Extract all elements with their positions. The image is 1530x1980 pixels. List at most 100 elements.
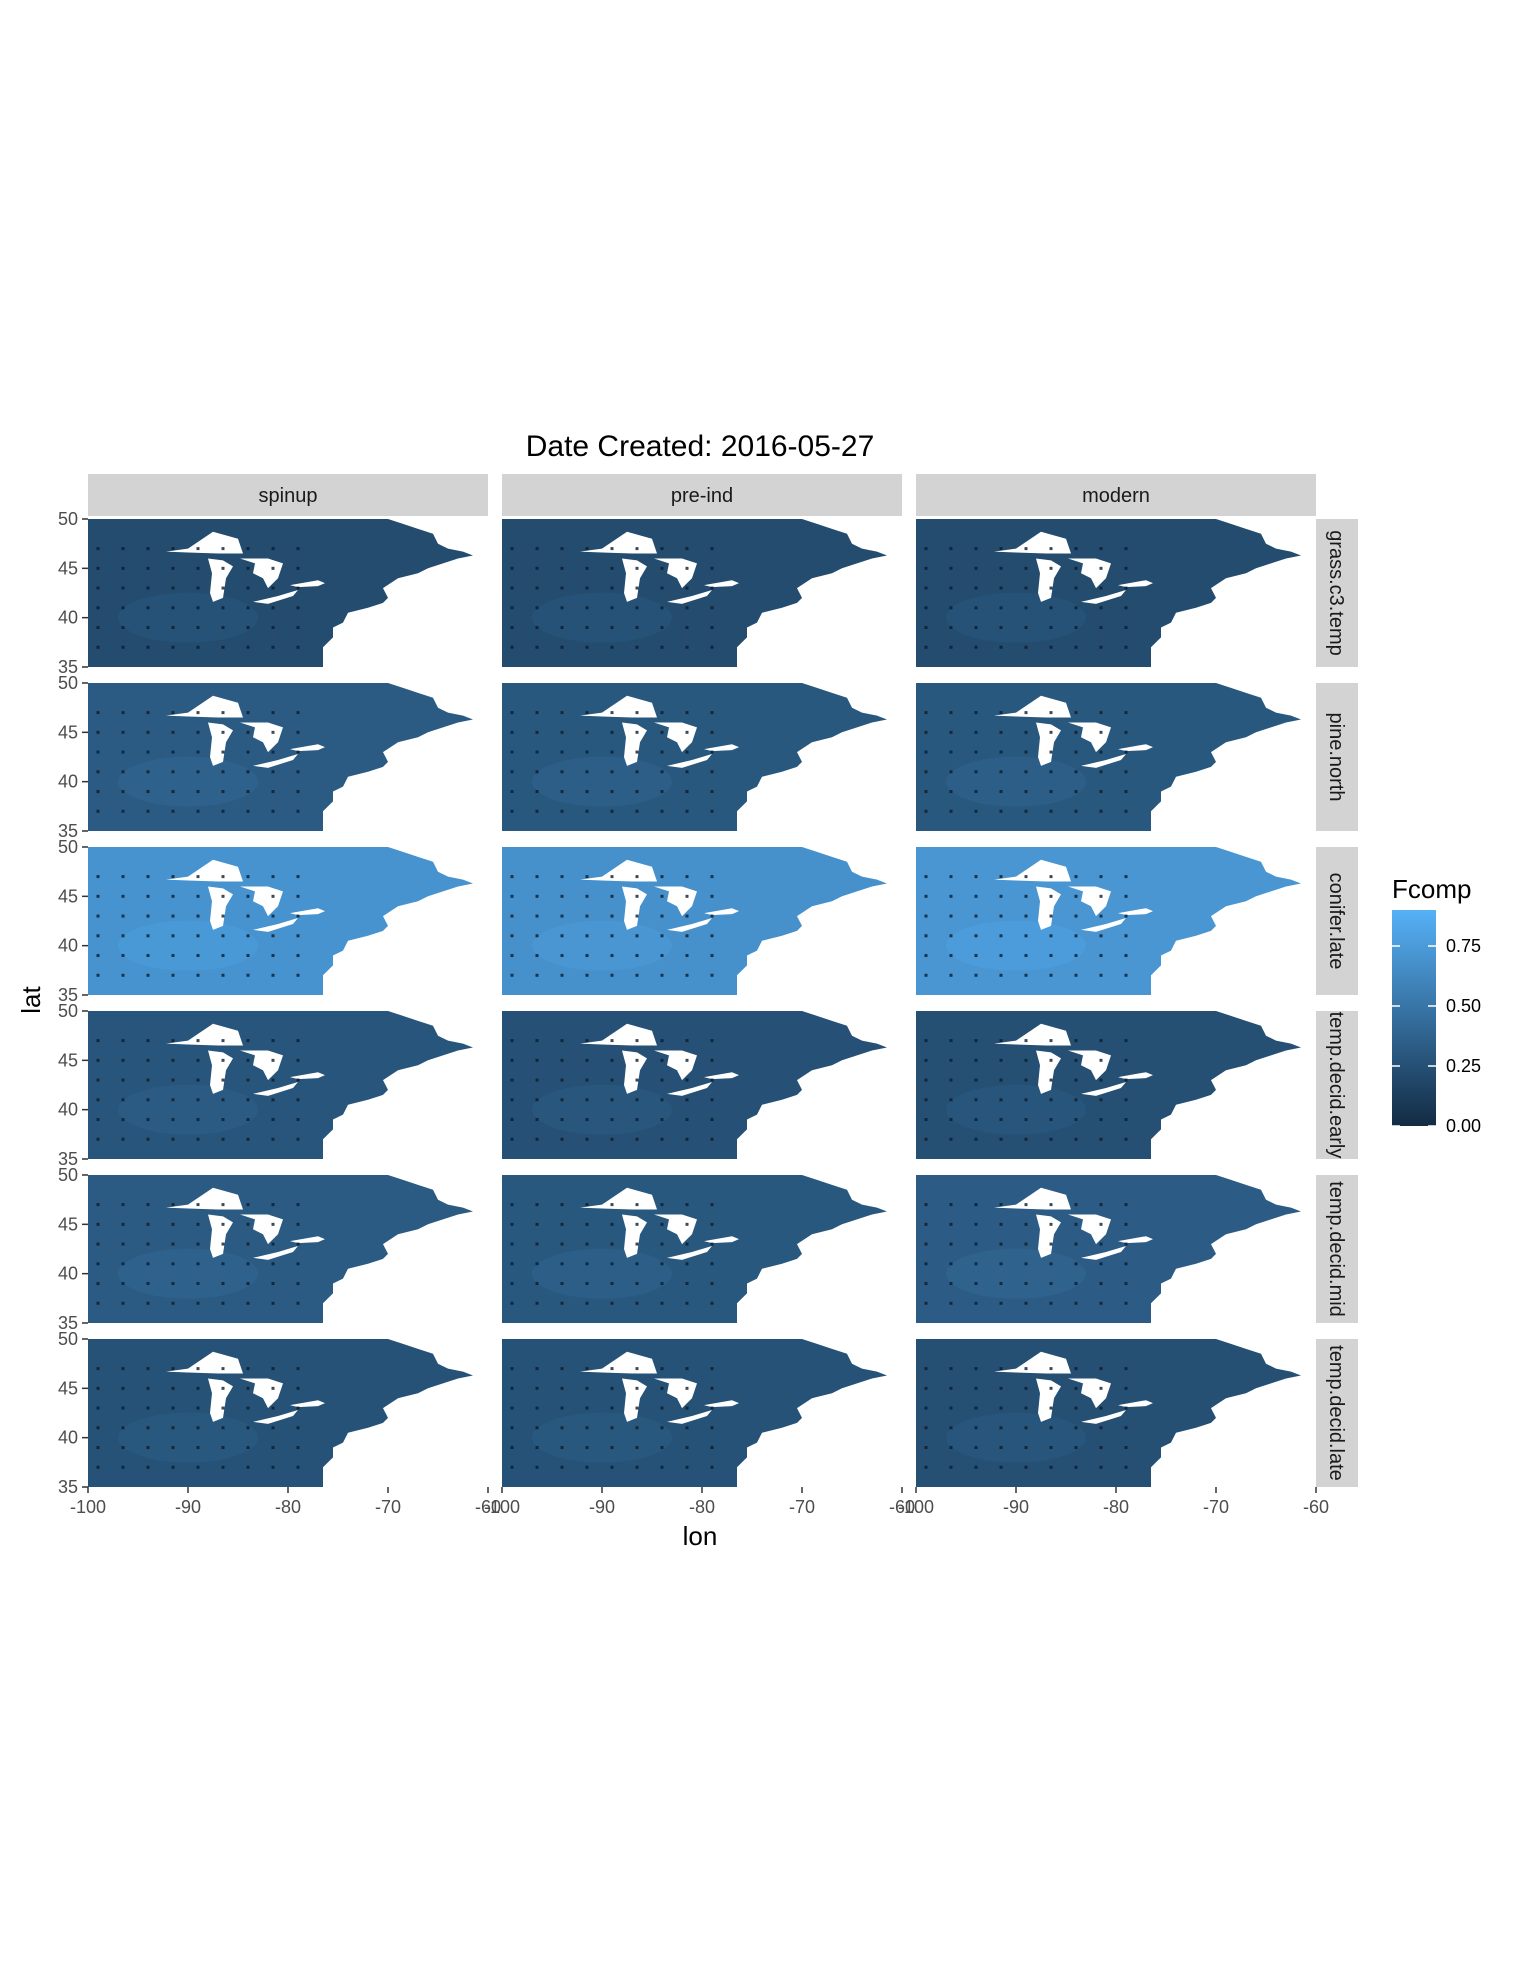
- lake-2: [240, 1050, 283, 1081]
- panel-modern-grass.c3.temp: [916, 519, 1316, 667]
- lake-4: [1118, 580, 1153, 588]
- x-tick-label: -60: [1303, 1497, 1329, 1517]
- legend-title: Fcomp: [1392, 874, 1471, 904]
- panel-modern-temp.decid.late: [916, 1339, 1316, 1487]
- y-tick-label: 40: [58, 608, 78, 628]
- legend: Fcomp 0.00 0.25 0.50 0.75: [1392, 874, 1481, 1136]
- lake-1: [622, 886, 647, 930]
- facet-strip-temp.decid.early: [1316, 1011, 1358, 1159]
- lake-2: [240, 558, 283, 589]
- x-tick-label: -70: [789, 1497, 815, 1517]
- lake-4: [704, 1236, 739, 1244]
- panel-spinup-grass.c3.temp: [88, 519, 488, 667]
- lake-3: [667, 590, 712, 604]
- panel-modern-pine.north: [916, 683, 1316, 831]
- facet-label-temp.decid.early: temp.decid.early: [1325, 1012, 1347, 1159]
- lake-1: [622, 1378, 647, 1422]
- lake-4: [290, 1400, 325, 1408]
- lake-4: [1118, 1236, 1153, 1244]
- lake-3: [253, 1082, 298, 1096]
- legend-label: 0.75: [1446, 936, 1481, 956]
- lake-2: [1068, 722, 1111, 753]
- x-tick-label: -70: [1203, 1497, 1229, 1517]
- lake-3: [667, 918, 712, 932]
- lake-4: [1118, 908, 1153, 916]
- lake-3: [1081, 590, 1126, 604]
- x-tick-label: -100: [70, 1497, 106, 1517]
- lake-3: [667, 1410, 712, 1424]
- lake-4: [290, 908, 325, 916]
- y-tick-label: 50: [58, 1165, 78, 1185]
- lake-4: [290, 1236, 325, 1244]
- y-tick-label: 40: [58, 1100, 78, 1120]
- lake-3: [1081, 1082, 1126, 1096]
- facet-label-grass.c3.temp: grass.c3.temp: [1325, 530, 1347, 656]
- y-tick-label: 50: [58, 1001, 78, 1021]
- lake-4: [290, 580, 325, 588]
- y-tick-label: 50: [58, 837, 78, 857]
- legend-label: 0.25: [1446, 1056, 1481, 1076]
- lake-2: [1068, 1214, 1111, 1245]
- facet-strip-grass.c3.temp: [1316, 519, 1358, 667]
- y-tick-label: 40: [58, 1428, 78, 1448]
- lake-1: [208, 1050, 233, 1094]
- lake-3: [253, 918, 298, 932]
- panel-pre-ind-temp.decid.mid: [502, 1175, 902, 1323]
- y-tick-label: 35: [58, 1477, 78, 1497]
- y-tick-label: 35: [58, 985, 78, 1005]
- lake-2: [654, 558, 697, 589]
- facet-strip-pre-ind: [502, 474, 902, 516]
- lake-2: [1068, 558, 1111, 589]
- x-tick-label: -70: [375, 1497, 401, 1517]
- lake-1: [208, 722, 233, 766]
- facet-label-modern: modern: [1082, 485, 1150, 507]
- chart-title: Date Created: 2016-05-27: [526, 430, 875, 463]
- panel-pre-ind-conifer.late: [502, 847, 902, 995]
- y-tick-label: 45: [58, 722, 78, 742]
- lake-1: [1036, 722, 1061, 766]
- y-tick-label: 40: [58, 772, 78, 792]
- lake-3: [667, 1082, 712, 1096]
- facet-label-spinup: spinup: [259, 485, 318, 507]
- y-tick-label: 45: [58, 558, 78, 578]
- panel-modern-temp.decid.early: [916, 1011, 1316, 1159]
- lake-1: [622, 722, 647, 766]
- facet-label-pine.north: pine.north: [1325, 713, 1347, 802]
- y-tick-label: 50: [58, 509, 78, 529]
- y-tick-label: 40: [58, 936, 78, 956]
- lake-4: [290, 744, 325, 752]
- lake-4: [1118, 1400, 1153, 1408]
- legend-label: 0.50: [1446, 996, 1481, 1016]
- panel-modern-temp.decid.mid: [916, 1175, 1316, 1323]
- lake-1: [622, 1050, 647, 1094]
- lake-3: [1081, 1410, 1126, 1424]
- lake-3: [667, 754, 712, 768]
- lake-2: [240, 1378, 283, 1409]
- lake-3: [1081, 1246, 1126, 1260]
- lake-4: [704, 908, 739, 916]
- y-axis-title: lat: [16, 985, 46, 1013]
- lake-1: [208, 1214, 233, 1258]
- panel-spinup-conifer.late: [88, 847, 488, 995]
- y-tick-label: 35: [58, 1313, 78, 1333]
- lake-4: [704, 580, 739, 588]
- y-tick-label: 40: [58, 1264, 78, 1284]
- x-tick-label: -90: [175, 1497, 201, 1517]
- lake-4: [1118, 744, 1153, 752]
- panel-pre-ind-grass.c3.temp: [502, 519, 902, 667]
- x-tick-label: -90: [1003, 1497, 1029, 1517]
- lake-2: [654, 1050, 697, 1081]
- facet-strip-temp.decid.late: [1316, 1339, 1358, 1487]
- lake-3: [253, 590, 298, 604]
- lake-1: [1036, 558, 1061, 602]
- facet-strip-temp.decid.mid: [1316, 1175, 1358, 1323]
- lake-3: [253, 1410, 298, 1424]
- x-tick-label: -80: [1103, 1497, 1129, 1517]
- lake-2: [240, 722, 283, 753]
- lake-3: [253, 754, 298, 768]
- lake-2: [1068, 886, 1111, 917]
- lake-1: [1036, 886, 1061, 930]
- facet-strip-spinup: [88, 474, 488, 516]
- facet-strip-modern: [916, 474, 1316, 516]
- facet-label-temp.decid.late: temp.decid.late: [1325, 1345, 1347, 1481]
